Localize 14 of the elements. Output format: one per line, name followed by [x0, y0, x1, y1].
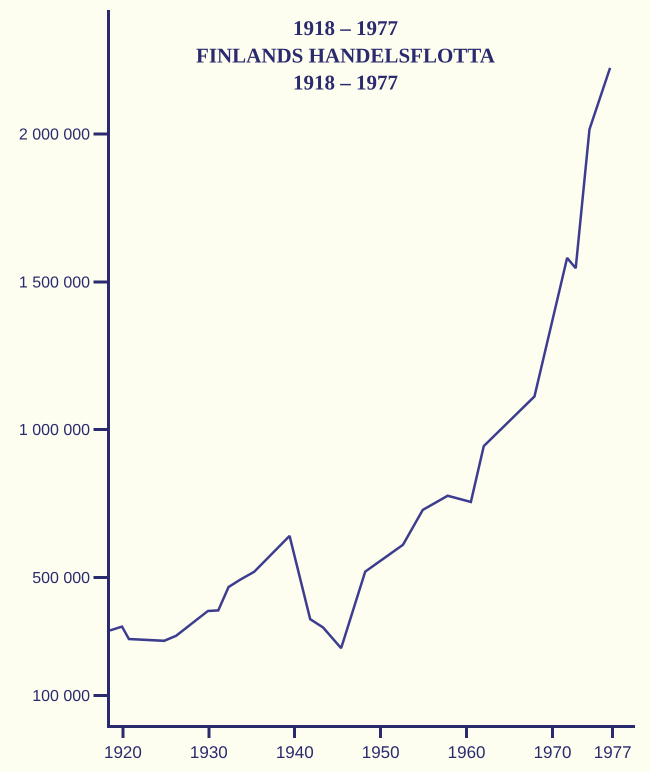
y-tick-label: 1 500 000: [18, 274, 90, 292]
x-tick-label: 1950: [362, 743, 400, 762]
line-series: [110, 66, 612, 650]
x-tick-label: 1960: [448, 743, 486, 762]
text: 1918 – 1977 FINLANDS HANDELSFLOTTA 1918 – 1977: [196, 16, 496, 95]
y-tick-label: 500 000: [32, 570, 90, 587]
x-tick-label: 1977: [594, 743, 632, 762]
x-tick-label: 1920: [104, 743, 142, 762]
y-tick-label: 100 000: [32, 688, 90, 706]
y-tick-label: 1 000 000: [18, 422, 90, 440]
x-tick-label: 1970: [534, 743, 572, 762]
y-tick-label: 2 000 000: [18, 126, 90, 144]
x-tick-label: 1940: [276, 743, 314, 762]
x-tick-label: 1930: [190, 743, 228, 762]
